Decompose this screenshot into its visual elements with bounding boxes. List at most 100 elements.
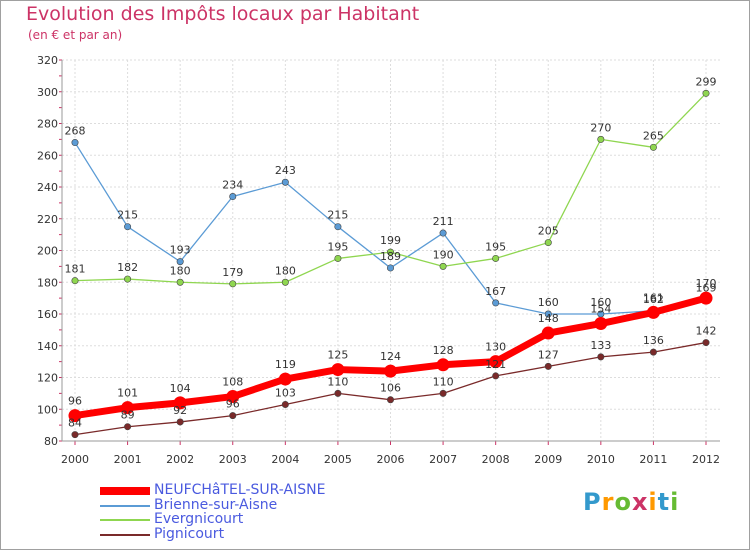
legend-swatch (100, 533, 150, 536)
logo-letter: i (648, 488, 658, 516)
data-label: 234 (222, 179, 243, 192)
legend-label: Brienne-sur-Aisne (154, 496, 278, 513)
data-label: 92 (173, 404, 187, 417)
data-label: 127 (538, 348, 559, 361)
data-label: 182 (117, 261, 138, 274)
data-label: 154 (590, 303, 611, 316)
data-label: 205 (538, 225, 559, 238)
data-label: 128 (433, 344, 454, 357)
logo-letter: i (670, 488, 680, 516)
series-point (334, 389, 342, 397)
data-label: 195 (327, 240, 348, 253)
y-tick-label: 160 (37, 308, 58, 321)
data-label: 189 (380, 250, 401, 263)
series-point (439, 389, 447, 397)
data-label: 179 (222, 266, 243, 279)
data-label: 193 (170, 244, 191, 257)
series-point (176, 418, 184, 426)
y-tick-label: 220 (37, 213, 58, 226)
series-point (646, 305, 660, 319)
y-tick-label: 80 (44, 435, 58, 448)
legend-swatch (100, 487, 150, 495)
data-label: 215 (117, 209, 138, 222)
data-label: 103 (275, 386, 296, 399)
data-label: 160 (590, 296, 611, 309)
series-point (71, 431, 79, 439)
data-label: 89 (121, 409, 135, 422)
data-label: 299 (696, 75, 717, 88)
series-point (544, 310, 552, 318)
data-label: 96 (68, 395, 82, 408)
x-tick-label: 2002 (166, 453, 194, 466)
y-tick-label: 320 (37, 54, 58, 67)
data-label: 161 (643, 291, 664, 304)
proxiti-logo: Proxiti (583, 488, 679, 516)
x-tick-label: 2010 (587, 453, 615, 466)
data-label: 148 (538, 312, 559, 325)
data-label: 133 (590, 339, 611, 352)
x-tick-label: 2007 (429, 453, 457, 466)
logo-letter: x (631, 488, 649, 516)
series-point (597, 353, 605, 361)
logo-letter: P (583, 488, 602, 516)
series-point (334, 254, 342, 262)
series-point (386, 248, 394, 256)
data-label: 162 (643, 293, 664, 306)
series-point (544, 362, 552, 370)
data-label: 110 (433, 375, 454, 388)
x-tick-label: 2005 (324, 453, 352, 466)
data-label: 170 (696, 277, 717, 290)
series-point (544, 239, 552, 247)
series-point (226, 390, 240, 404)
y-tick-label: 200 (37, 245, 58, 258)
series-point (439, 229, 447, 237)
data-label: 243 (275, 164, 296, 177)
series-point (702, 89, 710, 97)
series-point (229, 412, 237, 420)
legend-label: Evergnicourt (154, 511, 244, 527)
x-tick-label: 2006 (377, 453, 405, 466)
series-point (649, 348, 657, 356)
data-label: 96 (226, 398, 240, 411)
x-tick-label: 2008 (482, 453, 510, 466)
series-point (71, 277, 79, 285)
logo-letter: t (657, 488, 671, 516)
data-label: 124 (380, 350, 401, 363)
x-tick-label: 2003 (219, 453, 247, 466)
series-point (436, 358, 450, 372)
series-point (649, 143, 657, 151)
data-label: 268 (65, 125, 86, 138)
data-label: 106 (380, 382, 401, 395)
series-point (176, 258, 184, 266)
legend-swatch (100, 504, 150, 507)
series-point (278, 372, 292, 386)
data-label: 270 (590, 121, 611, 134)
series-point (281, 178, 289, 186)
x-tick-label: 2004 (271, 453, 299, 466)
x-tick-label: 2009 (534, 453, 562, 466)
data-label: 215 (327, 209, 348, 222)
data-label: 199 (380, 234, 401, 247)
data-label: 84 (68, 417, 82, 430)
data-label: 121 (485, 358, 506, 371)
series-point (121, 401, 135, 415)
x-tick-label: 2001 (114, 453, 142, 466)
series-point (489, 355, 503, 369)
data-label: 265 (643, 129, 664, 142)
data-label: 195 (485, 240, 506, 253)
y-tick-label: 140 (37, 340, 58, 353)
data-label: 110 (327, 375, 348, 388)
data-label: 104 (170, 382, 191, 395)
data-label: 125 (327, 349, 348, 362)
series-point (702, 339, 710, 347)
series-point (229, 193, 237, 201)
legend-swatch (100, 519, 150, 521)
series-point (176, 278, 184, 286)
series-point (439, 262, 447, 270)
y-tick-label: 300 (37, 86, 58, 99)
series-point (229, 280, 237, 288)
data-label: 108 (222, 376, 243, 389)
data-label: 181 (65, 263, 86, 276)
data-label: 136 (643, 334, 664, 347)
series-point (386, 396, 394, 404)
